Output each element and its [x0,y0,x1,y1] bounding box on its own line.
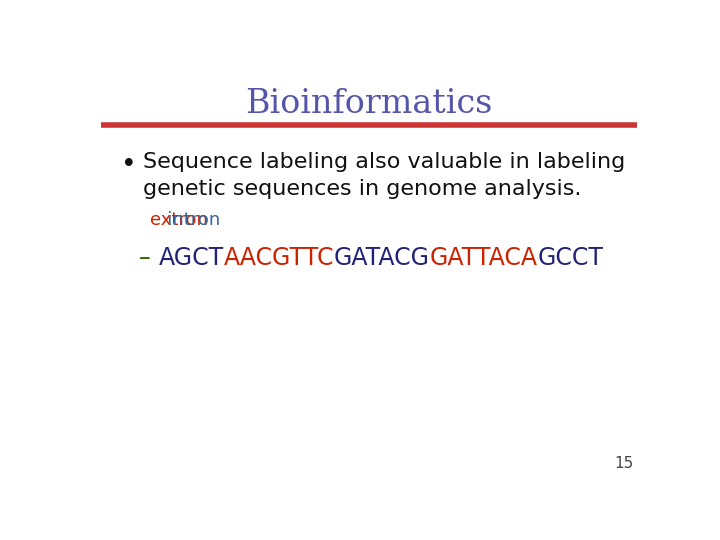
Text: •: • [121,152,136,178]
Text: GATACG: GATACG [334,246,430,269]
Text: genetic sequences in genome analysis.: genetic sequences in genome analysis. [143,179,581,199]
Text: GATTACA: GATTACA [430,246,538,269]
Text: AACGTTC: AACGTTC [224,246,334,269]
Text: Bioinformatics: Bioinformatics [246,87,492,120]
Text: GCCT: GCCT [538,246,604,269]
Text: –: – [139,246,158,269]
Text: extron: extron [150,211,208,229]
Text: 15: 15 [615,456,634,471]
Text: Sequence labeling also valuable in labeling: Sequence labeling also valuable in label… [143,152,625,172]
Text: AGCT: AGCT [158,246,224,269]
Text: intron: intron [150,211,220,229]
